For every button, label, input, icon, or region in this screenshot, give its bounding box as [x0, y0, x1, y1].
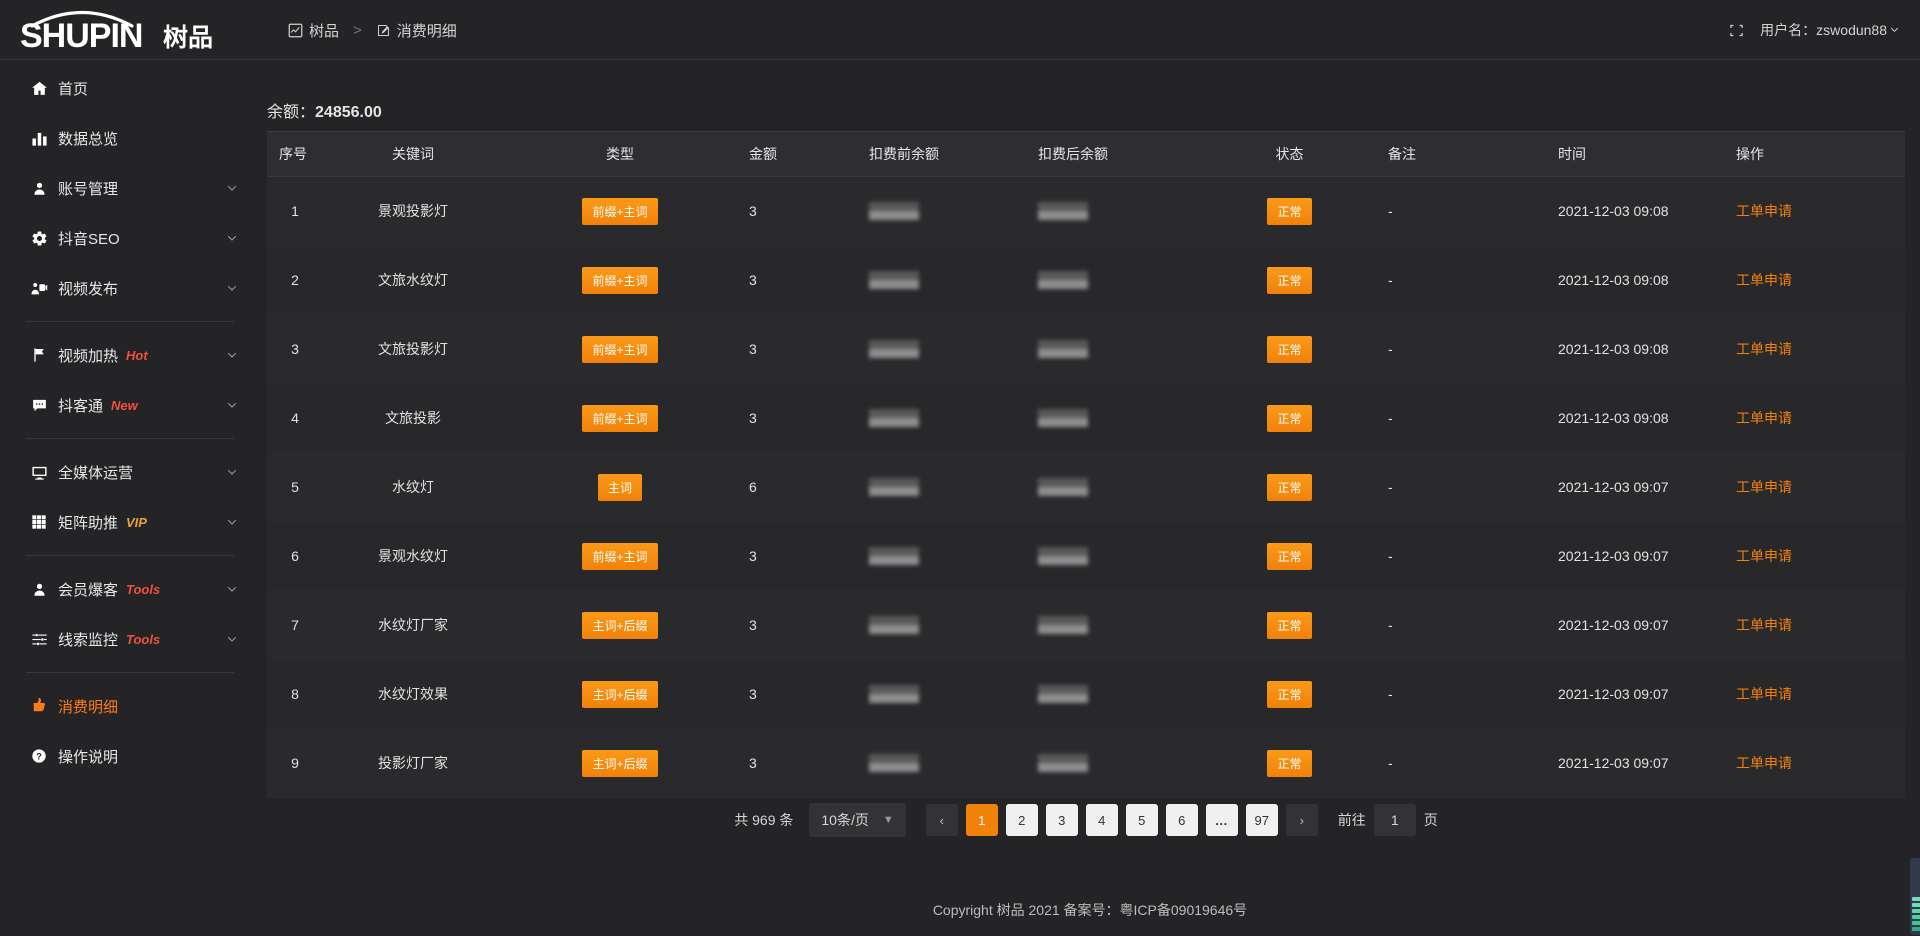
- svg-text:树品: 树品: [163, 24, 213, 52]
- svg-text:SHUPIN: SHUPIN: [20, 17, 142, 53]
- svg-text:?: ?: [36, 751, 42, 761]
